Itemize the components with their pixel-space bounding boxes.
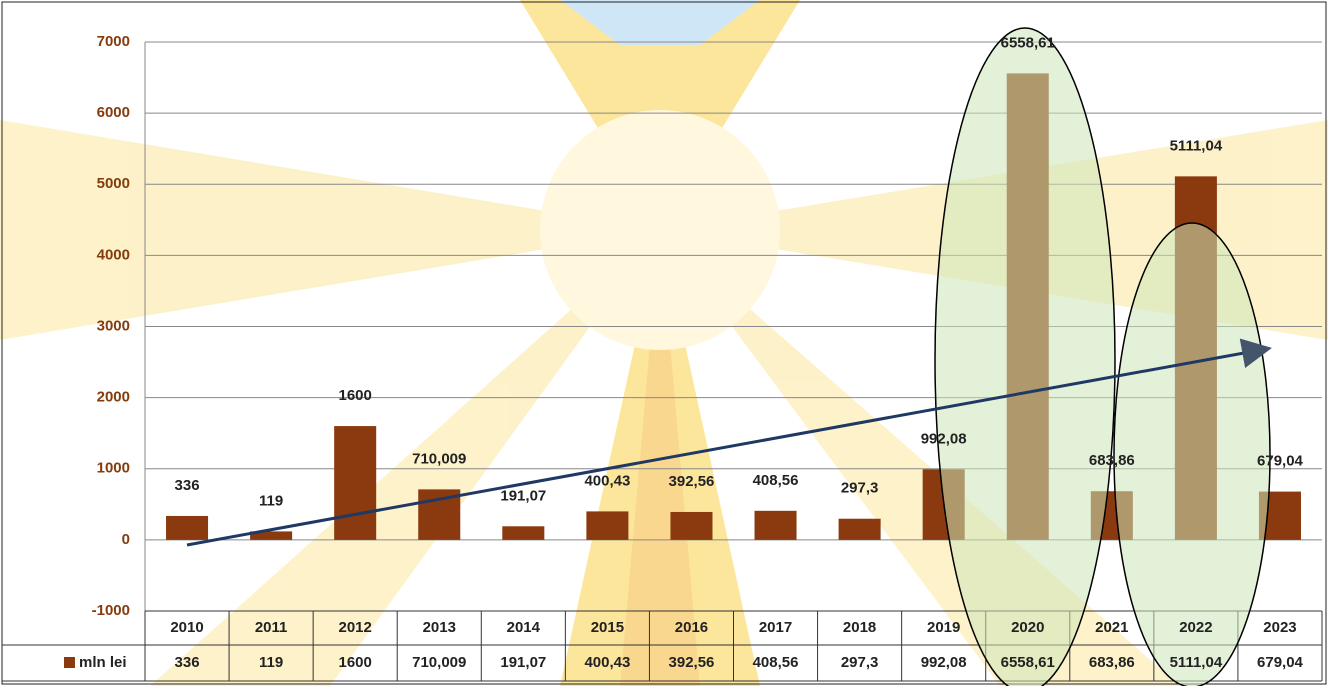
y-tick-label: 1000 bbox=[97, 460, 130, 477]
table-value: 679,04 bbox=[1257, 654, 1304, 671]
table-value: 191,07 bbox=[500, 654, 546, 671]
y-tick-label: 6000 bbox=[97, 104, 130, 121]
table-value: 400,43 bbox=[584, 654, 630, 671]
data-label: 710,009 bbox=[412, 450, 466, 467]
data-label: 336 bbox=[175, 477, 200, 494]
data-label: 119 bbox=[259, 492, 283, 509]
bar bbox=[754, 510, 797, 540]
table-value: 297,3 bbox=[841, 654, 879, 671]
data-label: 683,86 bbox=[1089, 452, 1135, 469]
x-tick-label: 2016 bbox=[675, 619, 708, 636]
x-tick-label: 2021 bbox=[1095, 619, 1128, 636]
y-tick-label: 5000 bbox=[97, 175, 130, 192]
bar bbox=[502, 526, 545, 540]
data-label: 6558,61 bbox=[1001, 34, 1055, 51]
annotations bbox=[186, 27, 1272, 686]
x-tick-label: 2020 bbox=[1011, 619, 1044, 636]
x-tick-label: 2013 bbox=[423, 619, 456, 636]
table-value: 710,009 bbox=[412, 654, 466, 671]
table-value: 1600 bbox=[338, 654, 371, 671]
data-label: 400,43 bbox=[584, 472, 630, 489]
bar bbox=[334, 426, 377, 540]
table-value: 5111,04 bbox=[1170, 654, 1223, 671]
x-tick-label: 2023 bbox=[1263, 619, 1296, 636]
data-label: 392,56 bbox=[669, 473, 715, 490]
x-tick-label: 2012 bbox=[338, 619, 371, 636]
y-tick-label: 2000 bbox=[97, 389, 130, 406]
data-label: 679,04 bbox=[1257, 453, 1304, 470]
bar bbox=[670, 511, 713, 540]
y-tick-label: 0 bbox=[122, 531, 130, 548]
bar bbox=[166, 515, 209, 540]
table-value: 6558,61 bbox=[1001, 654, 1055, 671]
x-tick-label: 2014 bbox=[507, 619, 541, 636]
bar bbox=[250, 531, 293, 540]
x-tick-label: 2017 bbox=[759, 619, 792, 636]
table-value: 336 bbox=[175, 654, 200, 671]
data-label: 992,08 bbox=[921, 430, 967, 447]
data-label: 5111,04 bbox=[1170, 137, 1223, 154]
data-label: 408,56 bbox=[753, 472, 799, 489]
data-label: 1600 bbox=[338, 387, 371, 404]
x-tick-label: 2015 bbox=[591, 619, 624, 636]
y-tick-label: -1000 bbox=[92, 602, 130, 619]
table-value: 119 bbox=[259, 654, 283, 671]
legend-label: mln lei bbox=[79, 654, 127, 671]
y-tick-label: 3000 bbox=[97, 317, 130, 334]
legend-swatch bbox=[64, 657, 75, 668]
table-value: 683,86 bbox=[1089, 654, 1135, 671]
x-tick-label: 2022 bbox=[1179, 619, 1212, 636]
table-value: 408,56 bbox=[753, 654, 799, 671]
bar bbox=[586, 511, 629, 540]
y-tick-label: 4000 bbox=[97, 246, 130, 263]
y-tick-label: 7000 bbox=[97, 33, 130, 50]
data-label: 297,3 bbox=[841, 480, 879, 497]
table-value: 392,56 bbox=[669, 654, 715, 671]
bar bbox=[838, 518, 881, 540]
x-tick-label: 2018 bbox=[843, 619, 876, 636]
data-label: 191,07 bbox=[500, 487, 546, 504]
x-tick-label: 2010 bbox=[170, 619, 203, 636]
x-tick-label: 2011 bbox=[255, 619, 288, 636]
table-value: 992,08 bbox=[921, 654, 967, 671]
x-tick-label: 2019 bbox=[927, 619, 960, 636]
